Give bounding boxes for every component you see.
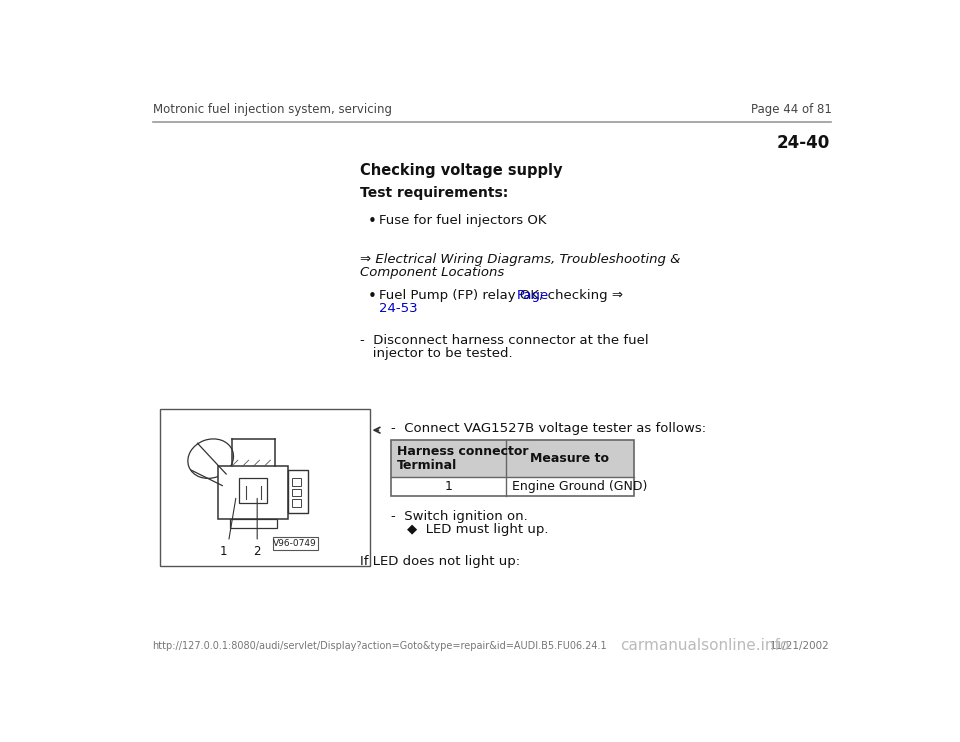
Text: •: • — [368, 214, 377, 229]
Text: Page: Page — [516, 289, 549, 302]
Text: Component Locations: Component Locations — [360, 266, 505, 279]
Bar — [160, 409, 370, 566]
Text: carmanualsonline.info: carmanualsonline.info — [620, 638, 790, 654]
Bar — [506, 477, 634, 496]
Text: Fuel Pump (FP) relay OK; checking ⇒: Fuel Pump (FP) relay OK; checking ⇒ — [379, 289, 627, 302]
Text: Measure to: Measure to — [530, 452, 610, 465]
Text: Harness connector: Harness connector — [396, 444, 528, 458]
Text: •: • — [368, 289, 377, 304]
Text: Engine Ground (GND): Engine Ground (GND) — [512, 480, 648, 493]
Text: 11/21/2002: 11/21/2002 — [770, 641, 829, 651]
Bar — [506, 440, 634, 477]
Bar — [288, 470, 307, 513]
Bar — [292, 499, 301, 507]
Text: -  Disconnect harness connector at the fuel: - Disconnect harness connector at the fu… — [360, 334, 649, 347]
Text: http://127.0.0.1:8080/audi/servlet/Display?action=Goto&type=repair&id=AUDI.B5.FU: http://127.0.0.1:8080/audi/servlet/Displ… — [153, 641, 607, 651]
Text: 24-53: 24-53 — [379, 302, 418, 315]
Text: ⇒ Electrical Wiring Diagrams, Troubleshooting &: ⇒ Electrical Wiring Diagrams, Troublesho… — [360, 253, 681, 266]
Text: V96-0749: V96-0749 — [274, 539, 317, 548]
Text: 1: 1 — [220, 545, 228, 558]
Text: 1: 1 — [444, 480, 452, 493]
Text: Page 44 of 81: Page 44 of 81 — [751, 103, 831, 116]
Bar — [292, 478, 301, 485]
Bar — [219, 466, 288, 519]
Text: Test requirements:: Test requirements: — [360, 186, 509, 200]
Text: 2: 2 — [253, 545, 261, 558]
Text: Fuse for fuel injectors OK: Fuse for fuel injectors OK — [379, 214, 546, 227]
Text: 24-40: 24-40 — [777, 134, 829, 151]
Text: ◆  LED must light up.: ◆ LED must light up. — [407, 523, 548, 536]
Text: Checking voltage supply: Checking voltage supply — [360, 163, 563, 178]
Bar — [392, 477, 506, 496]
Bar — [273, 537, 318, 550]
Bar — [292, 489, 301, 496]
Text: Motronic fuel injection system, servicing: Motronic fuel injection system, servicin… — [153, 103, 392, 116]
Bar — [230, 519, 276, 528]
Bar — [392, 440, 506, 477]
Text: -  Switch ignition on.: - Switch ignition on. — [392, 510, 528, 523]
Text: .: . — [407, 302, 415, 315]
Text: Terminal: Terminal — [396, 459, 457, 472]
Text: -  Connect VAG1527B voltage tester as follows:: - Connect VAG1527B voltage tester as fol… — [392, 421, 707, 435]
Bar — [392, 440, 634, 496]
Bar — [239, 478, 267, 502]
Text: If LED does not light up:: If LED does not light up: — [360, 555, 520, 568]
Text: injector to be tested.: injector to be tested. — [360, 347, 513, 360]
